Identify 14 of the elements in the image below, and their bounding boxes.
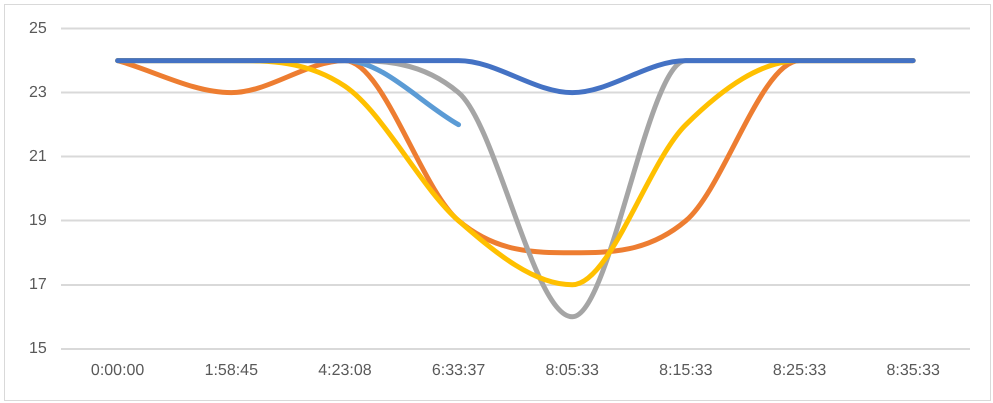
y-tick-label: 21 xyxy=(29,148,47,166)
x-tick-label: 4:23:08 xyxy=(318,362,372,379)
x-tick-label: 0:00:00 xyxy=(90,362,144,379)
x-tick-label: 8:35:33 xyxy=(886,362,940,379)
y-tick-label: 19 xyxy=(29,212,47,230)
x-tick-label: 6:33:37 xyxy=(432,362,486,379)
y-tick-label: 17 xyxy=(29,276,47,294)
y-tick-label: 25 xyxy=(29,20,47,38)
y-tick-label: 15 xyxy=(29,340,47,358)
y-tick-label: 23 xyxy=(29,84,47,102)
x-tick-label: 1:58:45 xyxy=(204,362,258,379)
x-tick-label: 8:05:33 xyxy=(546,362,600,379)
x-tick-label: 8:25:33 xyxy=(772,362,826,379)
x-tick-label: 8:15:33 xyxy=(659,362,713,379)
